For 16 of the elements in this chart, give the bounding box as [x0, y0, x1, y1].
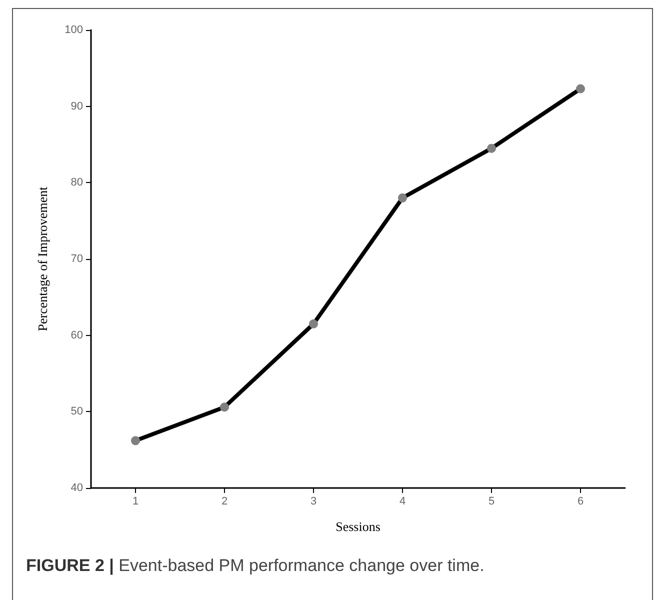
- x-tick-label: 3: [310, 496, 317, 508]
- y-tick-label: 60: [70, 329, 83, 342]
- x-tick-label: 6: [577, 496, 584, 508]
- x-tick-label: 4: [399, 496, 406, 508]
- y-tick-label: 90: [70, 100, 83, 112]
- y-tick-label: 50: [70, 406, 83, 418]
- y-tick-label: 80: [70, 176, 83, 189]
- x-tick-label: 5: [488, 496, 495, 508]
- caption: FIGURE 2 | Event-based PM performance change over time.: [26, 556, 484, 576]
- x-tick-label: 2: [221, 496, 228, 508]
- y-tick-label: 70: [70, 253, 83, 265]
- y-tick-label: 40: [70, 482, 83, 494]
- x-tick-label: 1: [132, 496, 139, 508]
- x-axis-title: Sessions: [336, 519, 380, 534]
- y-tick-label: 100: [64, 24, 83, 36]
- y-axis-title: Percentage of Improvement: [35, 186, 50, 332]
